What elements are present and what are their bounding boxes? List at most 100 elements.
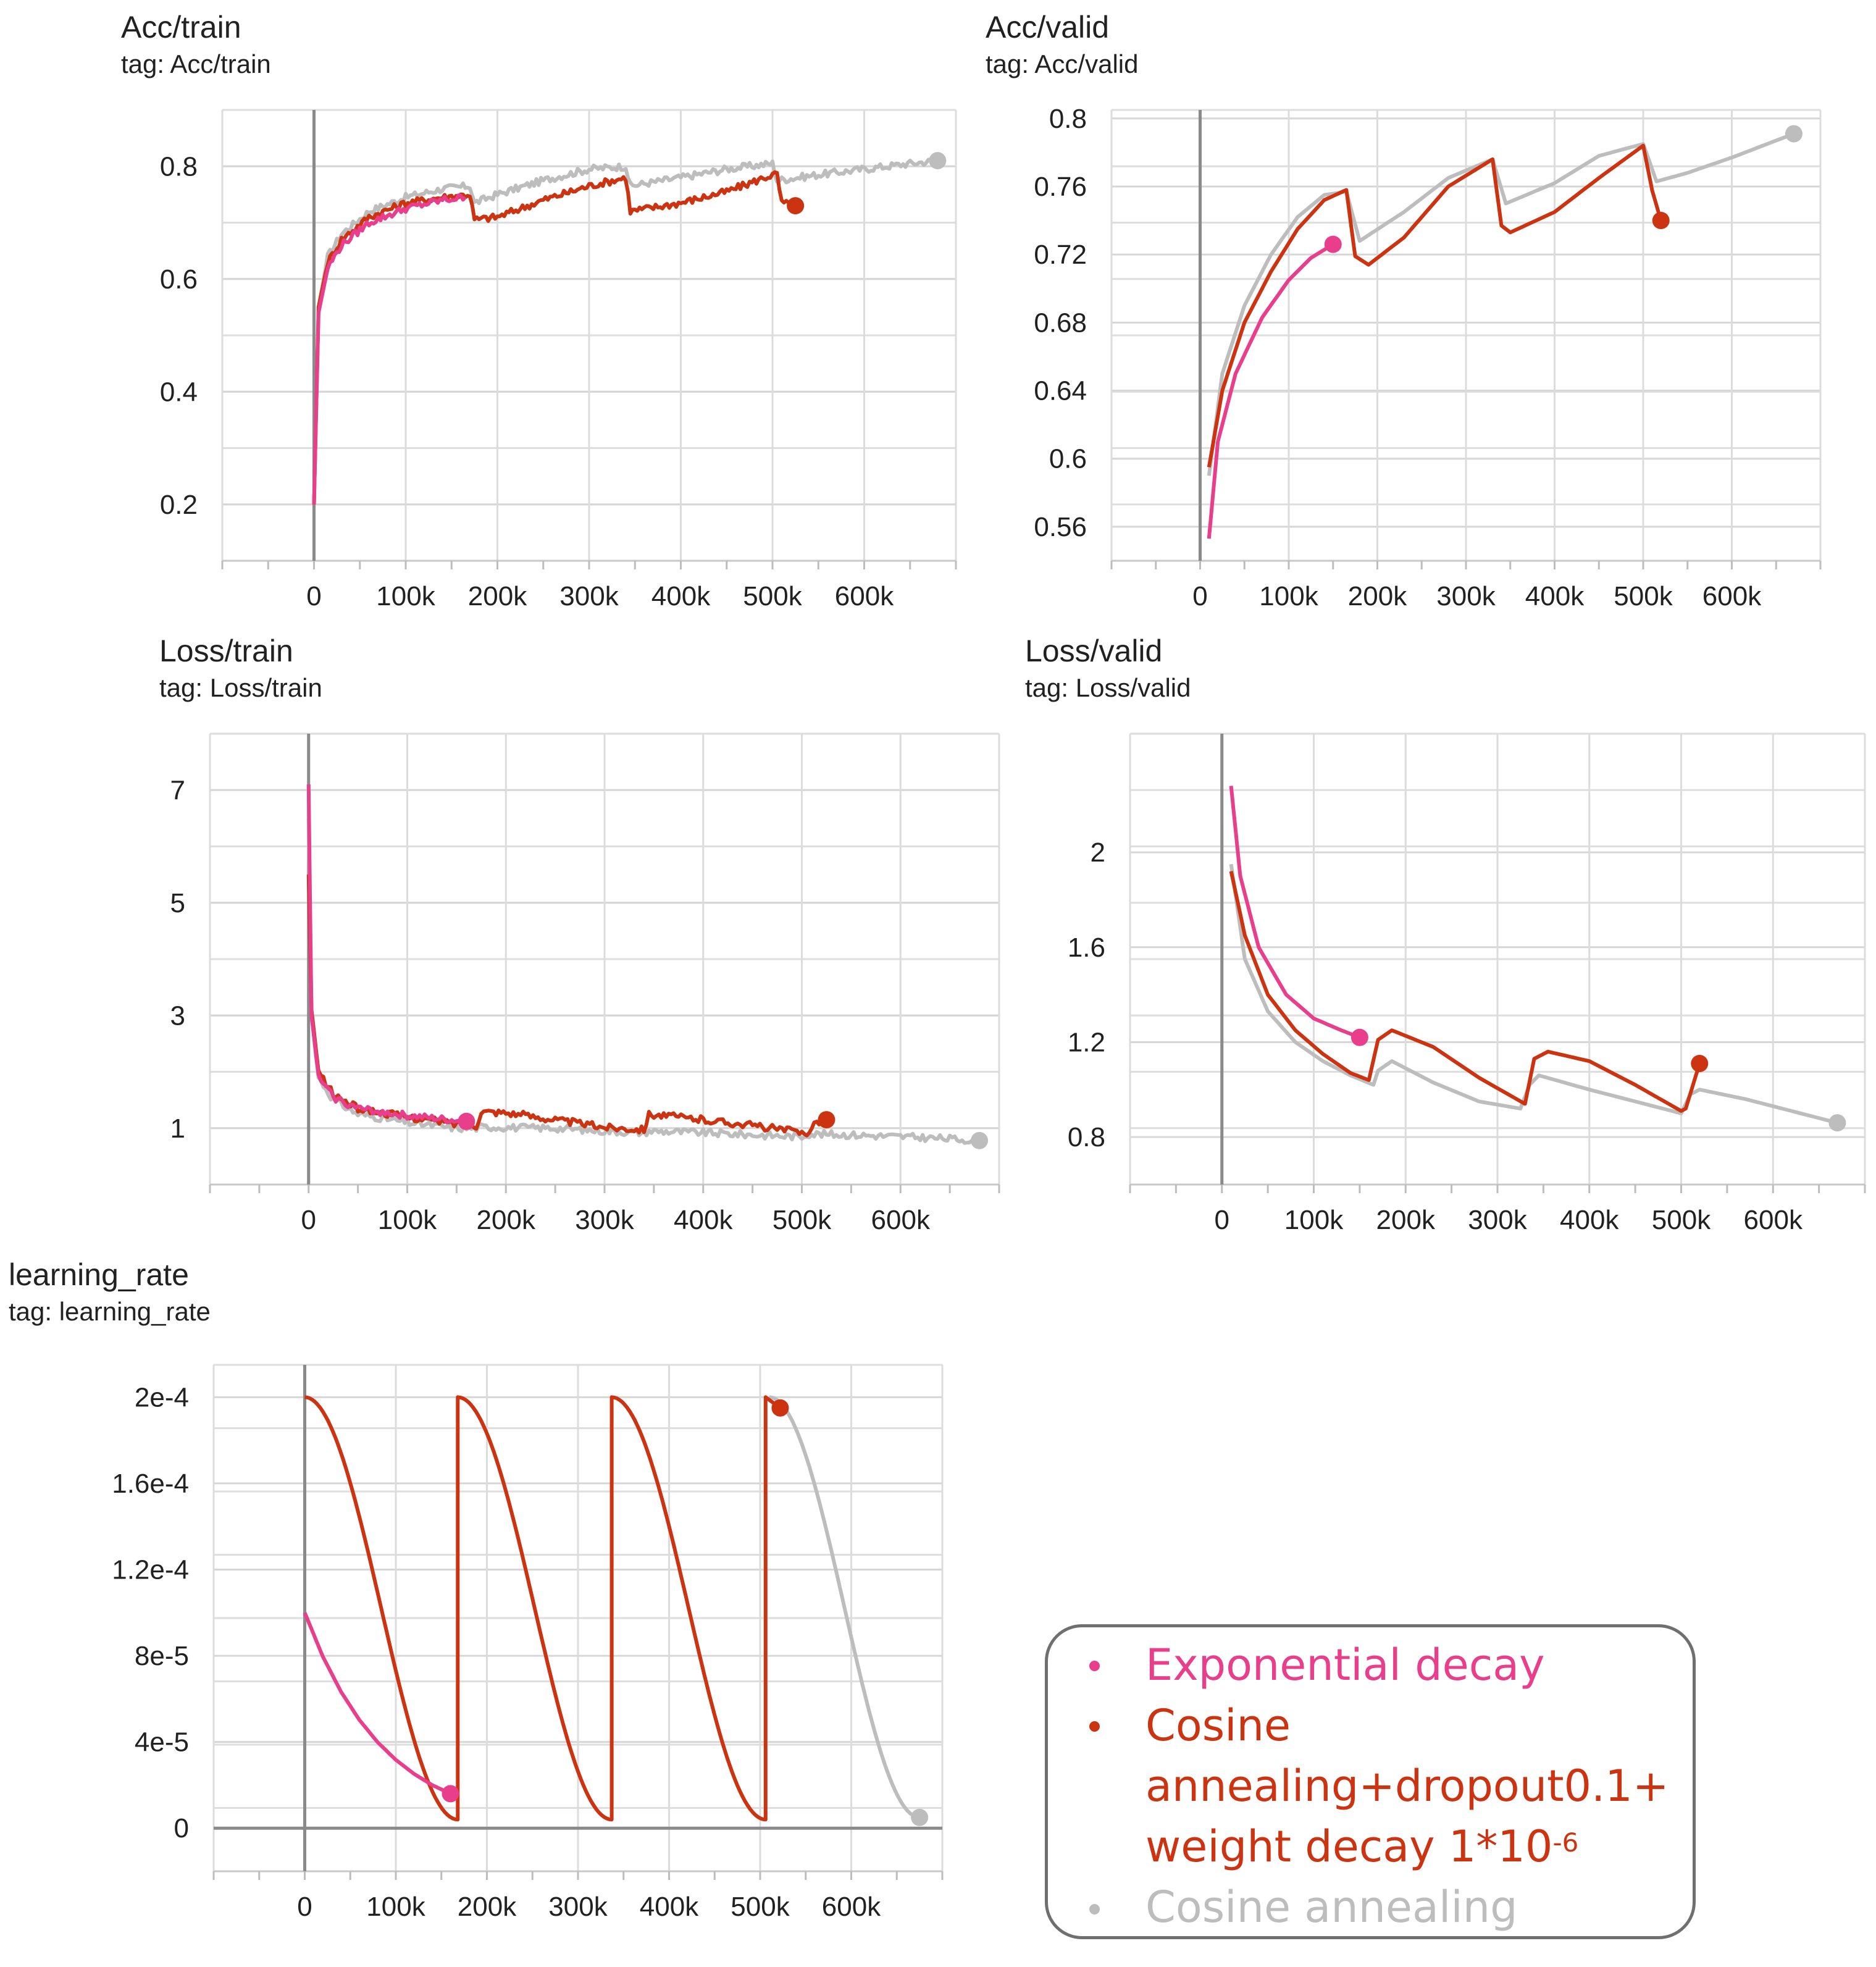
- y-tick-label: 1.2: [1068, 1027, 1105, 1057]
- x-tick-label: 200k: [1348, 581, 1407, 611]
- chart-loss_valid: 0 100k 200k 300k 400k 500k 600k 0.8 1.2 1.6 2: [1068, 732, 1866, 1235]
- series-end-marker-cosine_dropout: [1652, 212, 1670, 230]
- series-line-cosine: [1229, 863, 1838, 1125]
- y-tick-label: 0.2: [160, 490, 198, 520]
- chart-tag: tag: Acc/train: [121, 49, 271, 78]
- x-tick-label: 200k: [477, 1205, 536, 1235]
- series-end-marker-cosine_dropout: [818, 1111, 835, 1129]
- series-line-cosine_dropout: [304, 1395, 782, 1822]
- x-tick-label: 600k: [835, 581, 894, 611]
- legend-box: Exponential decay Cosine annealing+dropo…: [1045, 1624, 1696, 1939]
- series-line-cosine_dropout: [1229, 871, 1702, 1113]
- series-end-marker-cosine: [911, 1808, 929, 1826]
- chart-acc_train: 0 100k 200k 300k 400k 500k 600k 0.2 0.4 0.6 0.8: [160, 109, 957, 611]
- y-tick-label: 3: [170, 1000, 185, 1031]
- chart-title: Acc/valid: [986, 10, 1110, 44]
- y-tick-label: 0.8: [160, 151, 198, 182]
- series-line-cosine_dropout: [312, 170, 797, 505]
- y-tick-label: 4e-5: [135, 1727, 189, 1758]
- chart-acc_valid: 0 100k 200k 300k 400k 500k 600k 0.56 0.6 0.64 0.68…: [1034, 104, 1822, 611]
- x-tick-label: 600k: [871, 1205, 931, 1235]
- legend-dot-cosine: [1089, 1904, 1100, 1915]
- legend-label-cosine-dropout-3-base: weight decay 1*10: [1145, 1821, 1553, 1872]
- chart-title: learning_rate: [9, 1257, 189, 1292]
- y-tick-label: 0.8: [1049, 104, 1087, 134]
- y-tick-label: 8e-5: [135, 1641, 189, 1671]
- chart-title: Loss/valid: [1025, 634, 1163, 668]
- y-tick-label: 0.4: [160, 377, 198, 407]
- y-tick-label: 2: [1091, 837, 1105, 868]
- series-end-marker-cosine_dropout: [787, 197, 805, 215]
- x-tick-label: 500k: [743, 581, 802, 611]
- chart-tag: tag: learning_rate: [9, 1297, 211, 1326]
- series-end-marker-cosine: [971, 1131, 989, 1149]
- x-tick-label: 0: [297, 1892, 312, 1922]
- legend-label-exponential: Exponential decay: [1145, 1640, 1545, 1690]
- series-line-cosine: [769, 1395, 920, 1819]
- series-end-marker-cosine: [1828, 1114, 1846, 1132]
- series-line-cosine: [1207, 132, 1794, 476]
- series-line-exponential: [312, 193, 467, 505]
- y-tick-label: 1.6: [1068, 933, 1105, 963]
- x-tick-label: 100k: [1284, 1205, 1344, 1235]
- series-end-marker-exponential: [458, 1112, 475, 1130]
- chart-learning_rate: 0 100k 200k 300k 400k 500k 600k 0 4e-5 8e-5 1.2e-4…: [112, 1364, 944, 1922]
- chart-tag: tag: Loss/train: [159, 673, 322, 702]
- chart-tag: tag: Loss/valid: [1025, 673, 1191, 702]
- chart-title: Loss/train: [159, 634, 293, 668]
- series-line-exponential: [1229, 786, 1361, 1039]
- series-end-marker-exponential: [1324, 235, 1342, 253]
- legend-label-cosine-dropout-2: annealing+dropout0.1+: [1145, 1761, 1669, 1811]
- y-tick-label: 0.6: [160, 264, 198, 295]
- y-tick-label: 0.8: [1068, 1122, 1105, 1152]
- legend-label-cosine-dropout-1: Cosine: [1145, 1700, 1291, 1751]
- x-tick-label: 600k: [1744, 1205, 1803, 1235]
- x-tick-label: 300k: [1436, 581, 1496, 611]
- x-tick-label: 200k: [1376, 1205, 1436, 1235]
- y-tick-label: 0.64: [1034, 376, 1087, 406]
- chart-tag: tag: Acc/valid: [986, 49, 1139, 78]
- x-tick-label: 200k: [458, 1892, 517, 1922]
- x-tick-label: 400k: [1525, 581, 1585, 611]
- series-line-cosine_dropout: [306, 874, 828, 1138]
- x-tick-label: 200k: [468, 581, 527, 611]
- series-line-cosine_dropout: [1207, 143, 1663, 468]
- x-tick-label: 0: [306, 581, 321, 611]
- x-tick-label: 300k: [559, 581, 619, 611]
- series-line-exponential: [306, 784, 468, 1126]
- series-end-marker-cosine: [929, 152, 947, 170]
- y-tick-label: 1: [170, 1114, 185, 1144]
- x-tick-label: 300k: [1468, 1205, 1527, 1235]
- y-tick-label: 0.68: [1034, 308, 1087, 338]
- y-tick-label: 0.72: [1034, 240, 1087, 270]
- series-line-exponential: [303, 1612, 451, 1796]
- x-tick-label: 300k: [575, 1205, 634, 1235]
- legend-label-cosine-dropout-3: weight decay 1*10-6: [1145, 1816, 1578, 1877]
- series-end-marker-exponential: [442, 1785, 459, 1803]
- legend-dot-cosine-dropout: [1089, 1721, 1100, 1732]
- y-tick-label: 7: [170, 775, 185, 805]
- x-tick-label: 100k: [366, 1892, 425, 1922]
- series-end-marker-exponential: [1350, 1028, 1368, 1046]
- x-tick-label: 100k: [378, 1205, 437, 1235]
- y-tick-label: 2e-4: [135, 1382, 189, 1412]
- x-tick-label: 500k: [1652, 1205, 1711, 1235]
- x-tick-label: 400k: [640, 1892, 699, 1922]
- y-tick-label: 0.56: [1034, 512, 1087, 542]
- legend-label-cosine: Cosine annealing: [1145, 1882, 1518, 1932]
- x-tick-label: 400k: [1560, 1205, 1619, 1235]
- series-end-marker-cosine_dropout: [771, 1399, 789, 1417]
- x-tick-label: 300k: [548, 1892, 608, 1922]
- y-tick-label: 1.2e-4: [112, 1554, 189, 1585]
- y-tick-label: 0: [174, 1813, 189, 1843]
- x-tick-label: 600k: [1702, 581, 1762, 611]
- legend-dot-exponential: [1089, 1661, 1100, 1671]
- y-tick-label: 5: [170, 888, 185, 918]
- series-end-marker-cosine_dropout: [1691, 1055, 1709, 1073]
- x-tick-label: 0: [1192, 581, 1207, 611]
- chart-loss_train: 0 100k 200k 300k 400k 500k 600k 1 3 5 7: [170, 732, 1000, 1235]
- series-line-cosine: [306, 818, 980, 1145]
- series-line-cosine: [312, 157, 938, 505]
- series-end-marker-cosine: [1785, 125, 1803, 143]
- x-tick-label: 0: [1215, 1205, 1229, 1235]
